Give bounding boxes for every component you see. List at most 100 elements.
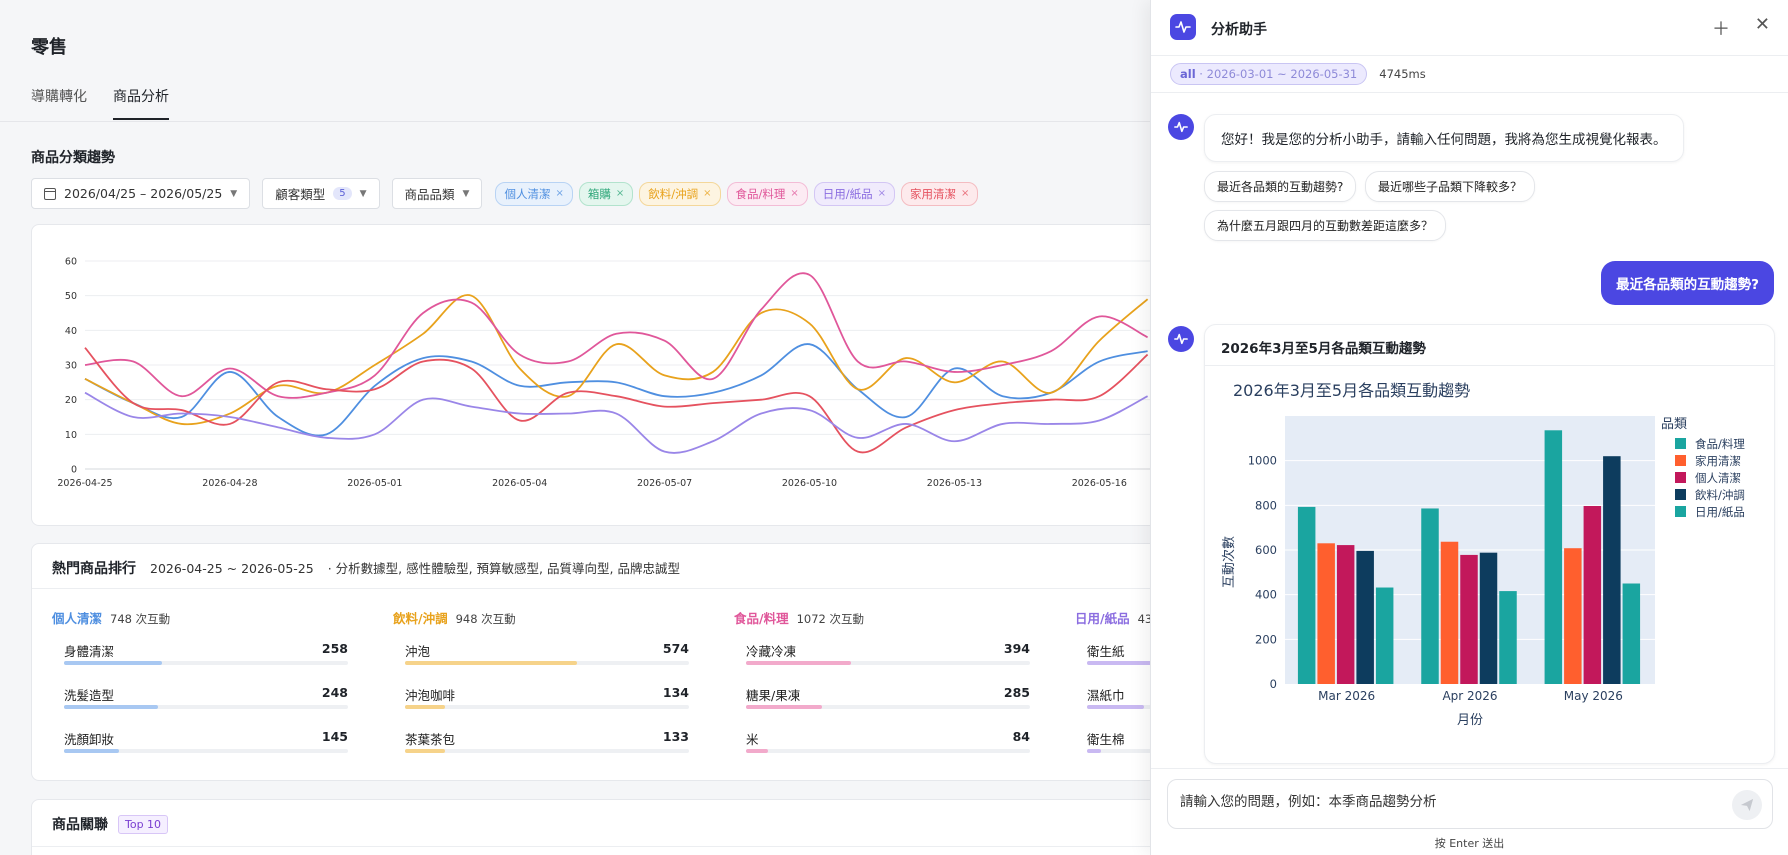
new-chat-plus-icon[interactable]: ＋: [1712, 19, 1730, 40]
ranking-product-row[interactable]: 洗髮造型 248: [64, 685, 348, 715]
bar: [1440, 541, 1459, 684]
category-tag[interactable]: 日用/紙品 ×: [813, 181, 896, 206]
ranking-product-row[interactable]: 衛生棉: [1087, 729, 1150, 759]
ranking-category-count: 948 次互動: [455, 612, 516, 626]
product-bar-track: [405, 661, 689, 665]
product-bar-fill: [64, 661, 162, 665]
product-bar-fill: [746, 661, 851, 665]
ranking-product-row[interactable]: 濕紙巾: [1087, 685, 1150, 715]
product-bar-track: [1087, 749, 1150, 753]
trend-chart-card: 0 10 20 30 40 50 60 2026-04-25 2026-04-28 2026-05…: [31, 224, 1150, 526]
trend-section-title: 商品分類趨勢: [31, 150, 115, 166]
category-tag[interactable]: 家用清潔 ×: [901, 181, 979, 206]
product-value: 84: [1012, 729, 1030, 744]
category-tag[interactable]: 食品/料理 ×: [726, 181, 808, 206]
remove-tag-icon[interactable]: ×: [615, 188, 625, 199]
product-value: 133: [662, 729, 689, 744]
chart-title: 2026年3月至5月各品類互動趨勢: [1233, 381, 1470, 400]
x-tick-label: 2026-05-07: [637, 478, 692, 489]
ranking-category-count: 43: [1137, 612, 1150, 626]
bar: [1583, 506, 1602, 684]
ranking-product-row[interactable]: 糖果/果凍 285: [746, 685, 1030, 715]
top-products-card: 熱門商品排行 2026-04-25 ~ 2026-05-25 · 分析數據型, …: [31, 543, 1150, 781]
remove-tag-icon[interactable]: ×: [877, 188, 887, 199]
product-bar-track: [64, 749, 348, 753]
suggestion-chip[interactable]: 最近哪些子品類下降較多？: [1365, 171, 1536, 202]
legend-label: 個人清潔: [1695, 471, 1741, 485]
ranking-product-row[interactable]: 身體清潔 258: [64, 641, 348, 671]
page-title: 零售: [31, 37, 67, 58]
series-line: [84, 343, 1148, 437]
category-tag-label: 個人清潔: [504, 186, 551, 201]
customer-type-filter[interactable]: 顧客類型 5 ▼: [262, 178, 380, 209]
date-range-picker[interactable]: 2026/04/25 – 2026/05/25 ▼: [31, 178, 251, 209]
product-value: 145: [321, 729, 348, 744]
category-tag-label: 日用/紙品: [822, 186, 873, 201]
ranking-category-name: 日用/紙品: [1075, 611, 1130, 626]
bar: [1622, 583, 1641, 684]
category-tag[interactable]: 飲料/沖調 ×: [639, 181, 721, 206]
tab-guide-conversion[interactable]: 導購轉化: [31, 89, 87, 105]
product-name: 沖泡咖啡: [405, 688, 456, 703]
ranking-product-row[interactable]: 冷藏冷凍 394: [746, 641, 1030, 671]
product-name: 濕紙巾: [1087, 688, 1125, 703]
remove-tag-icon[interactable]: ×: [555, 188, 564, 199]
ranking-column-header: 日用/紙品 43: [1075, 608, 1150, 627]
assistant-logo-icon: [1170, 14, 1196, 40]
tab-divider: [0, 121, 1150, 122]
category-tag[interactable]: 箱購 ×: [578, 181, 634, 206]
series-line: [84, 272, 1148, 399]
ranking-product-row[interactable]: 衛生紙: [1087, 641, 1150, 671]
ranking-column: 日用/紙品 43 衛生紙濕紙巾衛生棉: [1075, 608, 1150, 759]
ranking-product-row[interactable]: 沖泡 574: [405, 641, 689, 671]
remove-tag-icon[interactable]: ×: [790, 188, 799, 199]
product-bar-fill: [1087, 705, 1144, 709]
chat-input-area: 按 Enter 送出: [1151, 768, 1788, 855]
answer-message: 2026年3月至5月各品類互動趨勢 2026年3月至5月各品類互動趨勢 0 200 4…: [1204, 324, 1775, 764]
category-filter[interactable]: 商品品類 ▼: [391, 178, 483, 209]
category-tag-label: 家用清潔: [910, 186, 957, 201]
chat-input[interactable]: [1180, 794, 1720, 810]
bar: [1317, 543, 1335, 684]
product-name: 茶葉茶包: [405, 732, 456, 747]
product-name: 身體清潔: [64, 644, 115, 659]
ranking-category-count: 748 次互動: [110, 612, 171, 626]
suggestion-chip[interactable]: 為什麼五月跟四月的互動數差距這麼多？: [1204, 210, 1447, 241]
remove-tag-icon[interactable]: ×: [961, 188, 970, 199]
product-value: 394: [1003, 641, 1030, 656]
ranking-product-row[interactable]: 米 84: [746, 729, 1030, 759]
series-line: [84, 391, 1149, 454]
bar: [1336, 545, 1355, 684]
tab-bar: 導購轉化 商品分析: [31, 86, 169, 120]
bar: [1544, 430, 1563, 684]
category-tag[interactable]: 個人清潔 ×: [495, 181, 573, 206]
range-scope: all: [1180, 67, 1196, 81]
y-tick-label: 1000: [1248, 454, 1277, 468]
ranking-product-row[interactable]: 沖泡咖啡 134: [405, 685, 689, 715]
customer-type-count-badge: 5: [333, 187, 352, 200]
x-tick-label: May 2026: [1564, 689, 1623, 703]
tab-product-analysis[interactable]: 商品分析: [113, 86, 169, 120]
close-icon[interactable]: ✕: [1754, 14, 1770, 35]
y-tick-label: 60: [65, 257, 77, 268]
send-button[interactable]: [1732, 790, 1762, 820]
series-line: [84, 347, 1149, 454]
remove-tag-icon[interactable]: ×: [703, 188, 712, 199]
ranking-column-header: 食品/料理 1072 次互動: [734, 608, 1030, 627]
user-message: 最近各品類的互動趨勢?: [1601, 261, 1774, 305]
product-bar-track: [746, 749, 1030, 753]
query-meta: all · 2026-03-01 ~ 2026-05-31 4745ms: [1170, 63, 1426, 85]
y-tick-label: 600: [1255, 543, 1277, 557]
ranking-product-row[interactable]: 茶葉茶包 133: [405, 729, 689, 759]
x-tick-label: 2026-05-13: [927, 478, 982, 489]
y-tick-label: 10: [65, 430, 77, 441]
x-tick-label: 2026-05-16: [1072, 478, 1127, 489]
assistant-avatar-icon: [1168, 114, 1194, 140]
data-range-pill: all · 2026-03-01 ~ 2026-05-31: [1170, 63, 1368, 85]
product-value: 134: [662, 685, 689, 700]
ranking-product-row[interactable]: 洗顏卸妝 145: [64, 729, 348, 759]
suggestion-chip[interactable]: 最近各品類的互動趨勢?: [1204, 171, 1357, 202]
bar: [1297, 506, 1316, 684]
ranking-category-name: 食品/料理: [734, 611, 789, 626]
legend-swatch: [1675, 489, 1686, 500]
